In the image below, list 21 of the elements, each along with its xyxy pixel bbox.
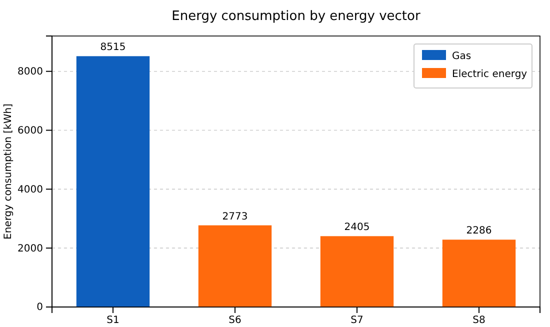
y-tick-label: 8000 — [18, 66, 43, 78]
data-label: 2773 — [222, 211, 248, 222]
y-tick-label: 6000 — [18, 125, 43, 136]
legend-label: Gas — [452, 51, 472, 62]
data-label: 2286 — [466, 226, 492, 237]
y-tick-label: 2000 — [18, 243, 43, 254]
x-tick-label: S7 — [350, 315, 364, 326]
chart-title: Energy consumption by energy vector — [172, 9, 421, 24]
bar — [76, 56, 150, 307]
bar — [198, 225, 272, 307]
x-tick-label: S6 — [228, 315, 242, 326]
legend-label: Electric energy — [452, 69, 528, 80]
data-label: 8515 — [100, 42, 126, 54]
y-axis-title: Energy consumption [kWh] — [3, 103, 14, 240]
bar — [320, 236, 394, 307]
bar — [442, 240, 516, 307]
x-tick-label: S8 — [472, 315, 486, 326]
data-label: 2405 — [344, 222, 370, 234]
y-tick-label: 4000 — [18, 184, 43, 196]
y-tick-label: 0 — [36, 302, 43, 314]
x-tick-label: S1 — [106, 315, 120, 326]
